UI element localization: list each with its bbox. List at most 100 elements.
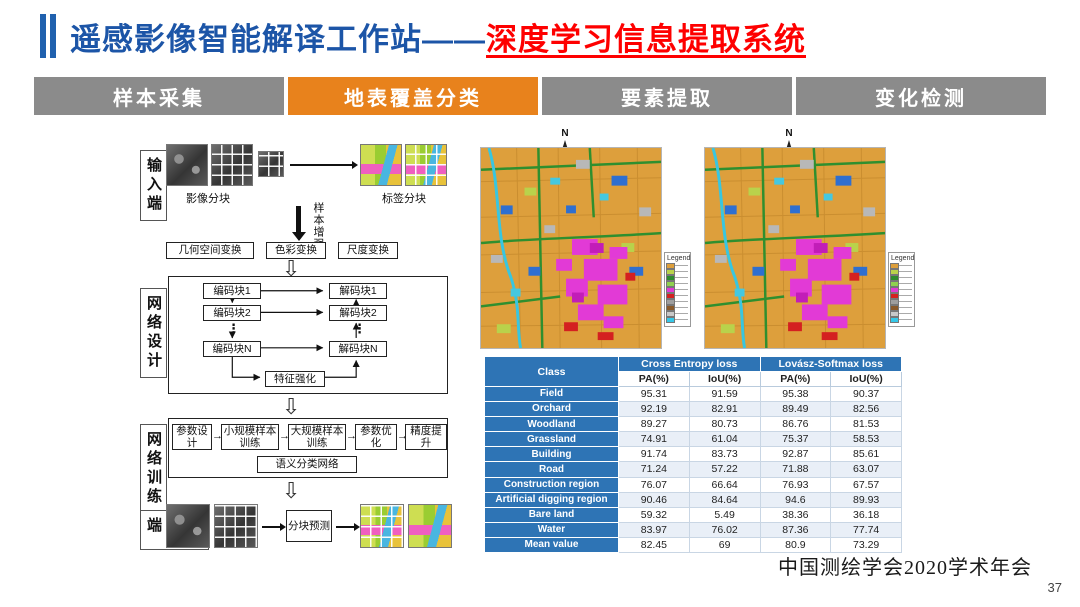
table-subheader-iou-ce: IoU(%)	[688, 371, 761, 388]
pa-cross-entropy-cell: 83.97	[618, 521, 690, 538]
pa-lovasz-cell: 76.93	[759, 476, 832, 493]
pa-cross-entropy-cell: 59.32	[618, 506, 690, 523]
flow-arrow-right: →	[397, 430, 408, 442]
param-optimize-box: 参数优化	[355, 424, 397, 450]
prediction-result-thumb	[408, 504, 452, 548]
results-table: Class Cross Entropy loss Lovász-Softmax …	[484, 355, 902, 553]
classification-map-cross-entropy	[480, 147, 662, 349]
tab-landcover-classification[interactable]: 地表覆盖分类	[288, 77, 538, 115]
legend-chip-row	[890, 316, 912, 323]
caption-image-tiling: 影像分块	[186, 193, 230, 205]
pa-lovasz-cell: 38.36	[759, 506, 832, 523]
flow-arrow-right: →	[346, 430, 357, 442]
class-cell: Mean value	[484, 536, 619, 553]
pa-cross-entropy-cell: 89.27	[618, 416, 690, 433]
output-image-thumb	[166, 504, 210, 548]
title-main: 遥感影像智能解译工作站——	[70, 21, 486, 57]
iou-lovasz-cell: 36.18	[830, 506, 902, 523]
legend-chip-row	[890, 304, 912, 311]
param-design-box: 参数设计	[172, 424, 212, 450]
output-image-tiles-thumb	[214, 504, 258, 548]
network-design-box: 编码块1 解码块1 编码块2 解码块2 ⋮ ⋮ 编码块N 解码块N 特征强化	[168, 276, 448, 394]
table-row: Road 71.24 57.22 71.88 63.07	[484, 461, 902, 478]
legend-chip-row	[666, 316, 688, 323]
table-row: Building 91.74 83.73 92.87 85.61	[484, 446, 902, 463]
flow-down-arrow: ⇩	[282, 394, 301, 419]
legend-chip-row	[890, 298, 912, 305]
sample-augment-label: 样本增强	[312, 202, 324, 250]
iou-lovasz-cell: 63.07	[830, 461, 902, 478]
map-art	[481, 148, 661, 348]
table-row: Mean value 82.45 69 80.9 73.29	[484, 536, 902, 553]
table-row: Grassland 74.91 61.04 75.37 58.53	[484, 431, 902, 448]
legend-title: Legend	[891, 255, 915, 262]
legend-chip-row	[666, 304, 688, 311]
sample-augment-arrow	[296, 206, 301, 232]
legend-chip-row	[666, 262, 688, 269]
tab-change-detection[interactable]: 变化检测	[796, 77, 1046, 115]
map-art	[705, 148, 885, 348]
iou-lovasz-cell: 73.29	[830, 536, 902, 553]
input-image-thumb	[166, 144, 208, 186]
class-cell: Artificial digging region	[484, 491, 619, 508]
encoder-block-2: 编码块2	[203, 305, 261, 321]
slide-header: 遥感影像智能解译工作站——深度学习信息提取系统	[40, 12, 806, 60]
legend-chip-row	[890, 262, 912, 269]
iou-cross-entropy-cell: 91.59	[688, 386, 761, 403]
north-arrow: N	[780, 128, 798, 153]
pa-cross-entropy-cell: 71.24	[618, 461, 690, 478]
stage-label-network-training: 网络训练	[140, 424, 167, 514]
legend-chip-row	[666, 286, 688, 293]
iou-cross-entropy-cell: 69	[688, 536, 761, 553]
flow-arrow-right	[336, 526, 354, 528]
flow-arrow-right	[290, 164, 352, 166]
pa-lovasz-cell: 75.37	[759, 431, 832, 448]
encoder-block-1: 编码块1	[203, 283, 261, 299]
pa-cross-entropy-cell: 92.19	[618, 401, 690, 418]
pa-lovasz-cell: 86.76	[759, 416, 832, 433]
accuracy-improve-box: 精度提升	[405, 424, 447, 450]
table-header-lovasz-softmax: Lovász-Softmax loss	[759, 355, 902, 373]
pa-cross-entropy-cell: 74.91	[618, 431, 690, 448]
north-arrow: N	[556, 128, 574, 153]
legend-chip-row	[890, 286, 912, 293]
class-cell: Bare land	[484, 506, 619, 523]
legend-chip-row	[666, 292, 688, 299]
class-cell: Construction region	[484, 476, 619, 493]
map-legend-chips	[890, 262, 912, 323]
tab-feature-extraction[interactable]: 要素提取	[542, 77, 792, 115]
classification-map-lovasz-softmax	[704, 147, 886, 349]
label-image-thumb	[360, 144, 402, 186]
decoder-block-n: 解码块N	[329, 341, 387, 357]
iou-lovasz-cell: 67.57	[830, 476, 902, 493]
class-cell: Building	[484, 446, 619, 463]
class-cell: Water	[484, 521, 619, 538]
legend-chip-row	[890, 274, 912, 281]
network-training-box: 参数设计 → 小规模样本训练 → 大规模样本训练 → 参数优化 → 精度提升 语…	[168, 418, 448, 478]
table-header-class: Class	[484, 355, 619, 388]
table-header-cross-entropy: Cross Entropy loss	[618, 355, 761, 373]
legend-chip-row	[890, 292, 912, 299]
table-subheader-pa-ce: PA(%)	[618, 371, 690, 388]
legend-chip-row	[890, 268, 912, 275]
north-needle	[785, 140, 793, 153]
module-tabbar: 样本采集 地表覆盖分类 要素提取 变化检测	[34, 77, 1046, 115]
iou-lovasz-cell: 77.74	[830, 521, 902, 538]
tab-sample-collection[interactable]: 样本采集	[34, 77, 284, 115]
encoder-block-n: 编码块N	[203, 341, 261, 357]
class-cell: Grassland	[484, 431, 619, 448]
accent-bar	[50, 14, 56, 58]
page-number: 37	[1047, 580, 1062, 595]
iou-cross-entropy-cell: 76.02	[688, 521, 761, 538]
iou-cross-entropy-cell: 5.49	[688, 506, 761, 523]
class-cell: Woodland	[484, 416, 619, 433]
table-row: Woodland 89.27 80.73 86.76 81.53	[484, 416, 902, 433]
iou-cross-entropy-cell: 57.22	[688, 461, 761, 478]
decoder-ellipsis: ⋮	[353, 321, 366, 336]
flow-down-arrow: ⇩	[282, 256, 301, 281]
sample-patch-thumb	[258, 151, 284, 177]
table-row: Water 83.97 76.02 87.36 77.74	[484, 521, 902, 538]
pa-lovasz-cell: 94.6	[759, 491, 832, 508]
label-image-tiles-thumb	[405, 144, 447, 186]
iou-cross-entropy-cell: 84.64	[688, 491, 761, 508]
